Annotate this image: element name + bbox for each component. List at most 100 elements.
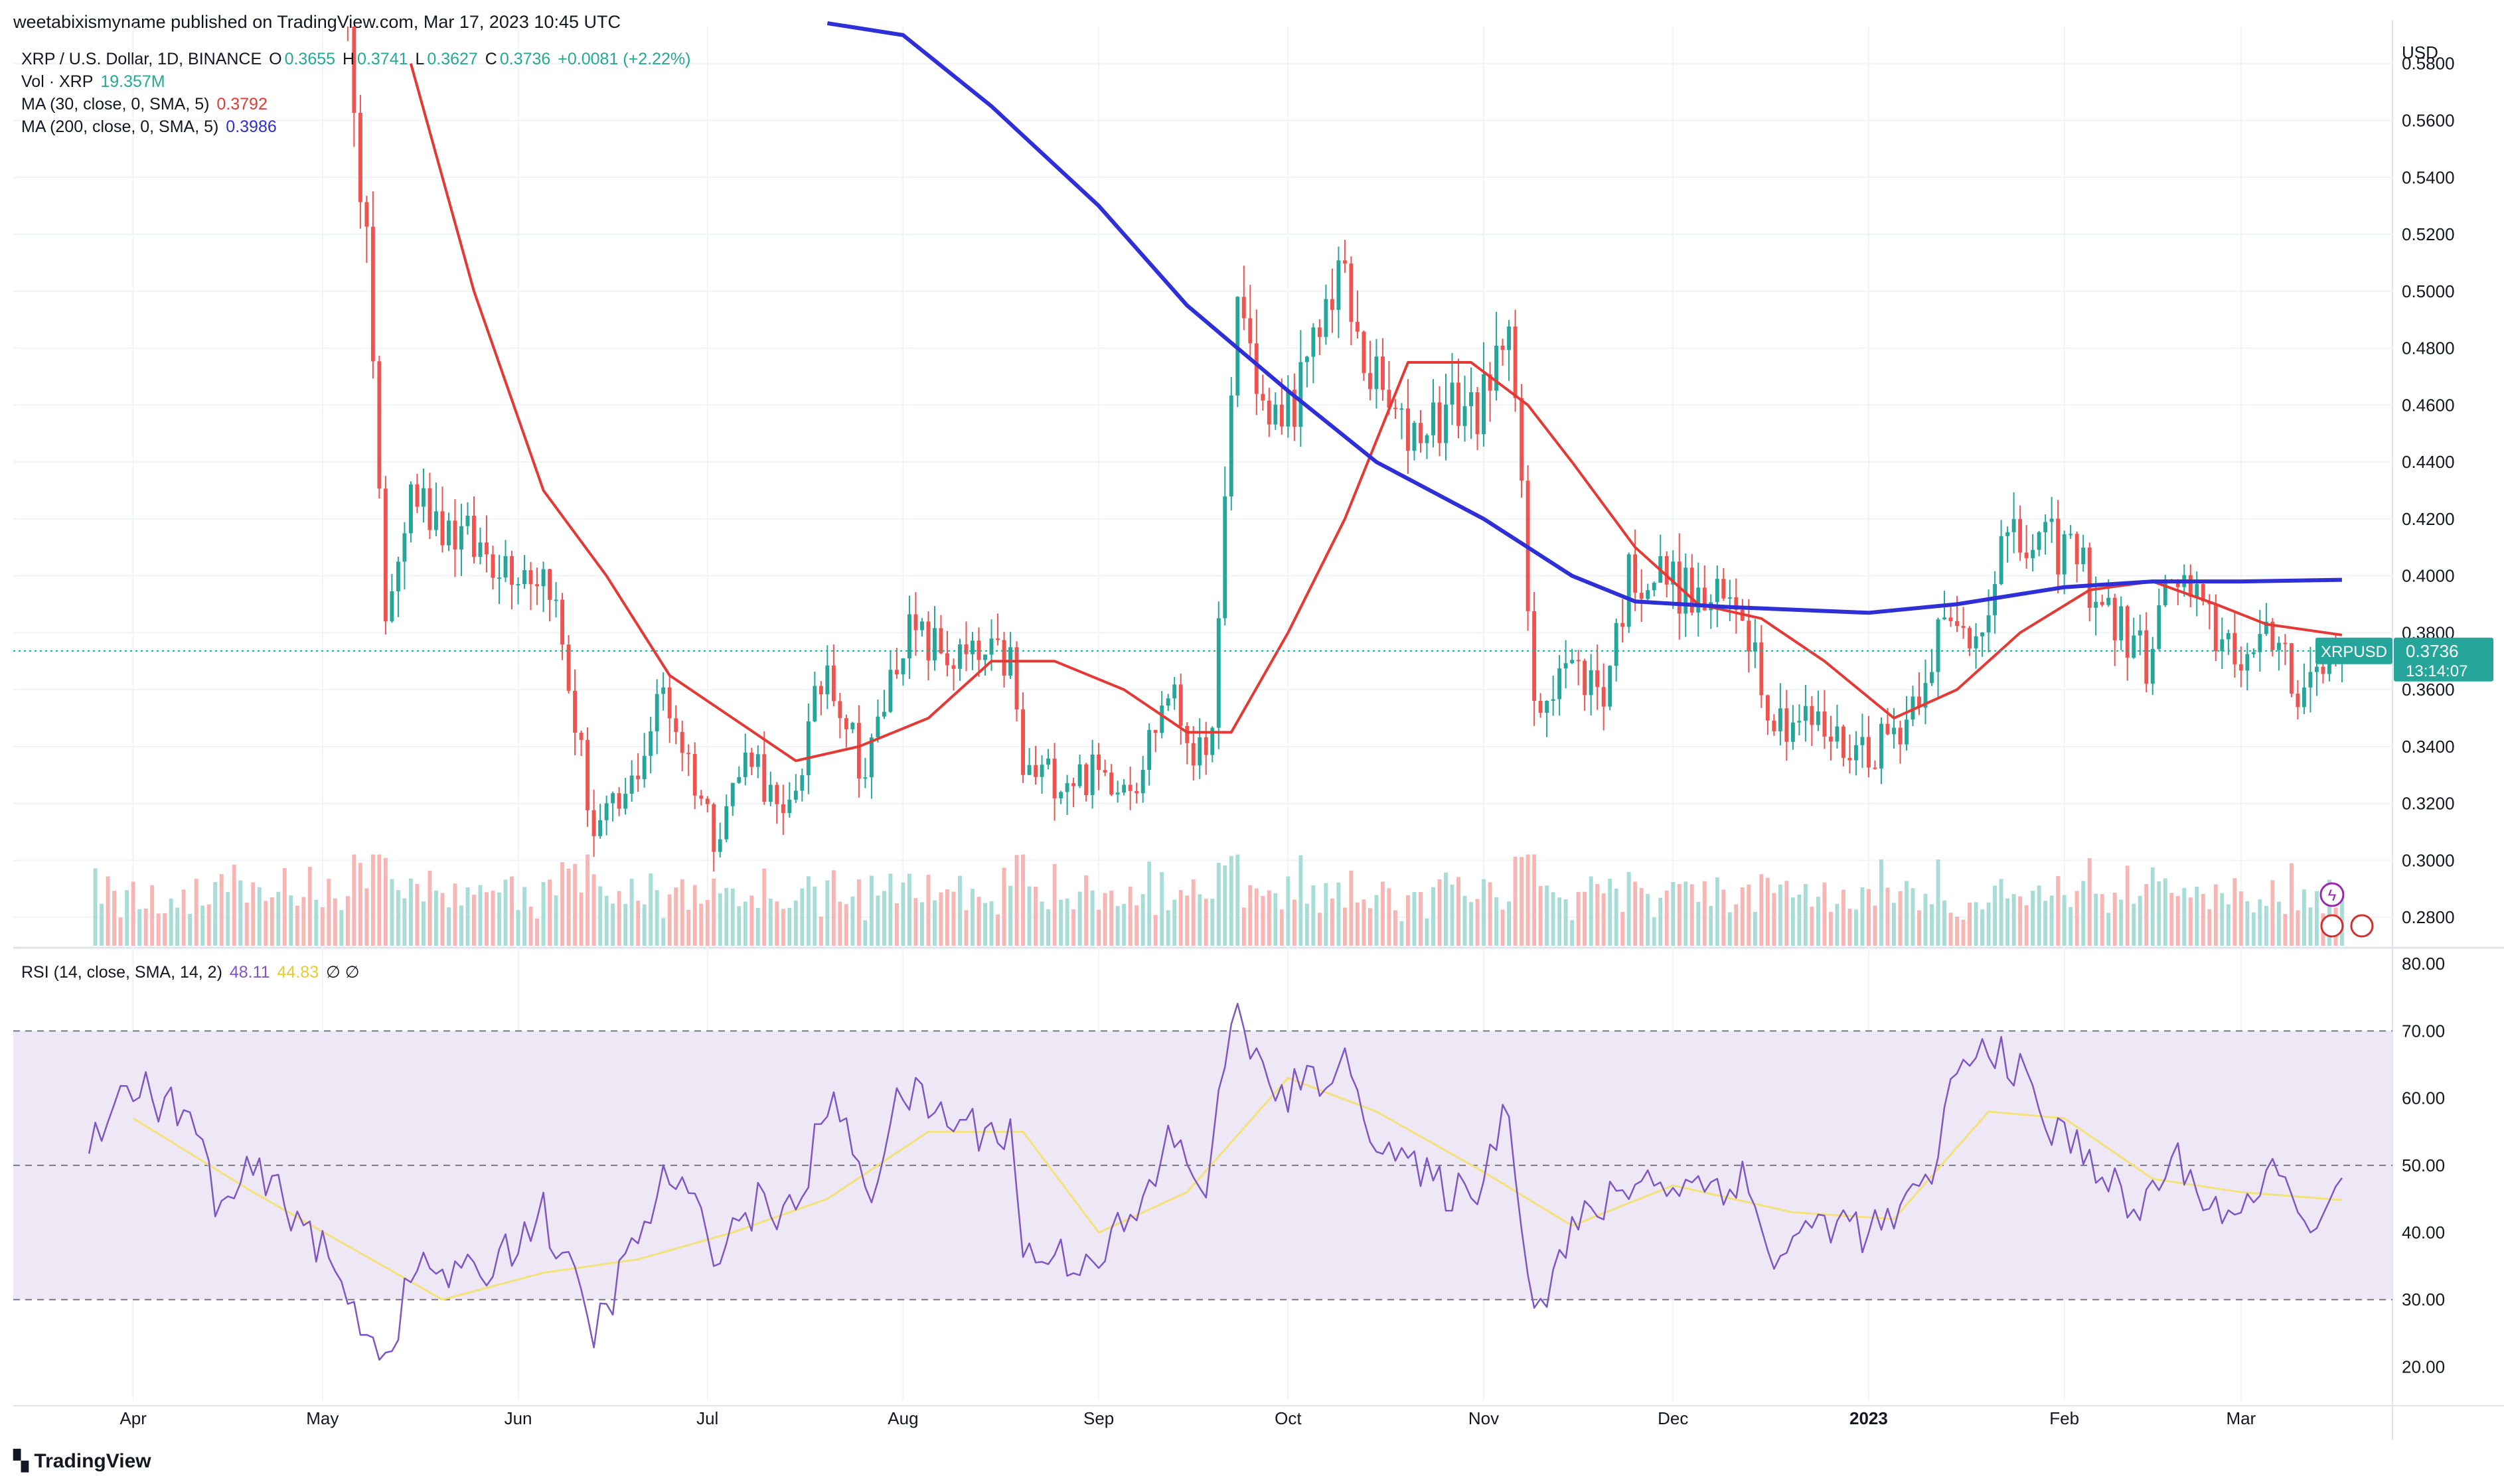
volume-bar	[339, 910, 344, 946]
volume-bar	[1065, 899, 1069, 946]
volume-bar	[1135, 905, 1139, 946]
volume-bar	[2296, 910, 2300, 946]
volume-bar	[1715, 877, 1719, 946]
volume-bar	[2238, 891, 2243, 946]
candle-body	[996, 638, 1000, 640]
volume-bar	[1885, 887, 1890, 946]
time-tick-label: Apr	[119, 1408, 147, 1428]
volume-bar	[100, 903, 104, 946]
candle-body	[692, 754, 697, 796]
volume-bar	[143, 908, 148, 946]
candle-body	[2245, 654, 2250, 671]
volume-bar	[1614, 888, 1618, 946]
candle-body	[1664, 556, 1669, 585]
candle-body	[478, 542, 483, 557]
time-tick-label: May	[306, 1408, 339, 1428]
candle-body	[586, 739, 590, 810]
volume-bar	[749, 895, 754, 946]
candle-body	[933, 628, 937, 661]
candle-body	[2011, 519, 2016, 532]
volume-bar	[573, 863, 578, 946]
volume-bar	[2213, 884, 2218, 946]
candle-body	[894, 670, 899, 675]
candle-body	[617, 793, 621, 809]
volume-bar	[1040, 901, 1044, 946]
volume-bar	[1235, 854, 1240, 946]
volume-bar	[977, 897, 981, 946]
volume-bar	[415, 883, 420, 946]
candle-body	[1317, 327, 1322, 337]
candle-body	[1021, 709, 1026, 775]
candle-body	[1974, 636, 1978, 648]
rsi-ma-line	[132, 1076, 2343, 1301]
volume-bar	[1740, 887, 1745, 946]
candle-body	[1342, 260, 1347, 264]
volume-bar	[358, 863, 362, 946]
volume-bar	[800, 888, 805, 946]
volume-bar	[1128, 886, 1133, 946]
volume-bar	[1380, 881, 1385, 946]
volume-bar	[1046, 909, 1051, 946]
candle-body	[926, 621, 931, 661]
time-tick-label: Oct	[1275, 1408, 1302, 1428]
volume-bar	[1077, 891, 1082, 946]
us-flag-event-icon[interactable]	[2350, 914, 2374, 938]
price-tick-label: 0.5000	[2402, 281, 2455, 301]
volume-bar	[838, 901, 842, 946]
candle-body	[1462, 406, 1467, 426]
volume-bar	[364, 888, 369, 946]
volume-bar	[1241, 907, 1246, 946]
volume-bar	[2188, 897, 2193, 946]
candle-body	[1727, 597, 1732, 599]
candle-body	[1160, 705, 1164, 733]
candle-body	[1759, 642, 1764, 696]
candle-body	[2175, 580, 2180, 587]
candle-body	[611, 793, 615, 804]
volume-bar	[301, 897, 306, 946]
volume-bar	[370, 854, 375, 946]
candle-body	[642, 755, 647, 780]
volume-bar	[1683, 881, 1688, 946]
rsi-tick-label: 70.00	[2402, 1021, 2445, 1041]
candle-body	[1387, 390, 1391, 408]
candle-body	[1747, 621, 1751, 652]
candle-body	[1892, 727, 1896, 735]
candle-body	[636, 775, 641, 780]
candle-body	[1097, 754, 1101, 771]
legend-ma200-row: MA (200, close, 0, SMA, 5) 0.3986	[21, 115, 279, 138]
candle-body	[831, 665, 836, 702]
volume-bar	[2100, 894, 2104, 946]
candle-body	[1828, 736, 1833, 742]
volume-bar	[1027, 886, 1032, 946]
time-tick-label: Nov	[1468, 1408, 1499, 1428]
price-tick-label: 0.5400	[2402, 167, 2455, 187]
volume-bar	[1513, 856, 1518, 946]
candle-body	[1689, 567, 1694, 613]
lightning-event-icon[interactable]	[2319, 882, 2345, 907]
volume-bar	[447, 907, 451, 946]
volume-bar	[472, 895, 476, 946]
candle-body	[1923, 683, 1928, 708]
volume-bar	[1961, 919, 1966, 946]
ohlc-open-key: O	[269, 50, 282, 68]
tradingview-logo[interactable]: ▚ TradingView	[13, 1449, 151, 1473]
price-tick-label: 0.3200	[2402, 794, 2455, 814]
volume-bar	[1810, 907, 1814, 946]
candle-body	[1380, 356, 1385, 390]
volume-bar	[730, 888, 735, 946]
volume-bar	[1330, 898, 1334, 946]
ma200-value: 0.3986	[226, 117, 277, 136]
price-tick-label: 0.2800	[2402, 907, 2455, 927]
volume-bar	[1646, 893, 1650, 946]
candle-body	[1216, 618, 1221, 728]
volume-bar	[131, 881, 135, 946]
volume-bar	[1917, 910, 1921, 946]
volume-bar	[188, 914, 193, 946]
volume-bar	[1772, 893, 1776, 946]
price-tick-label: 0.3600	[2402, 680, 2455, 700]
candle-body	[1646, 590, 1650, 599]
candle-body	[433, 511, 438, 530]
us-flag-event-icon[interactable]	[2320, 914, 2344, 938]
volume-bar	[459, 905, 463, 946]
